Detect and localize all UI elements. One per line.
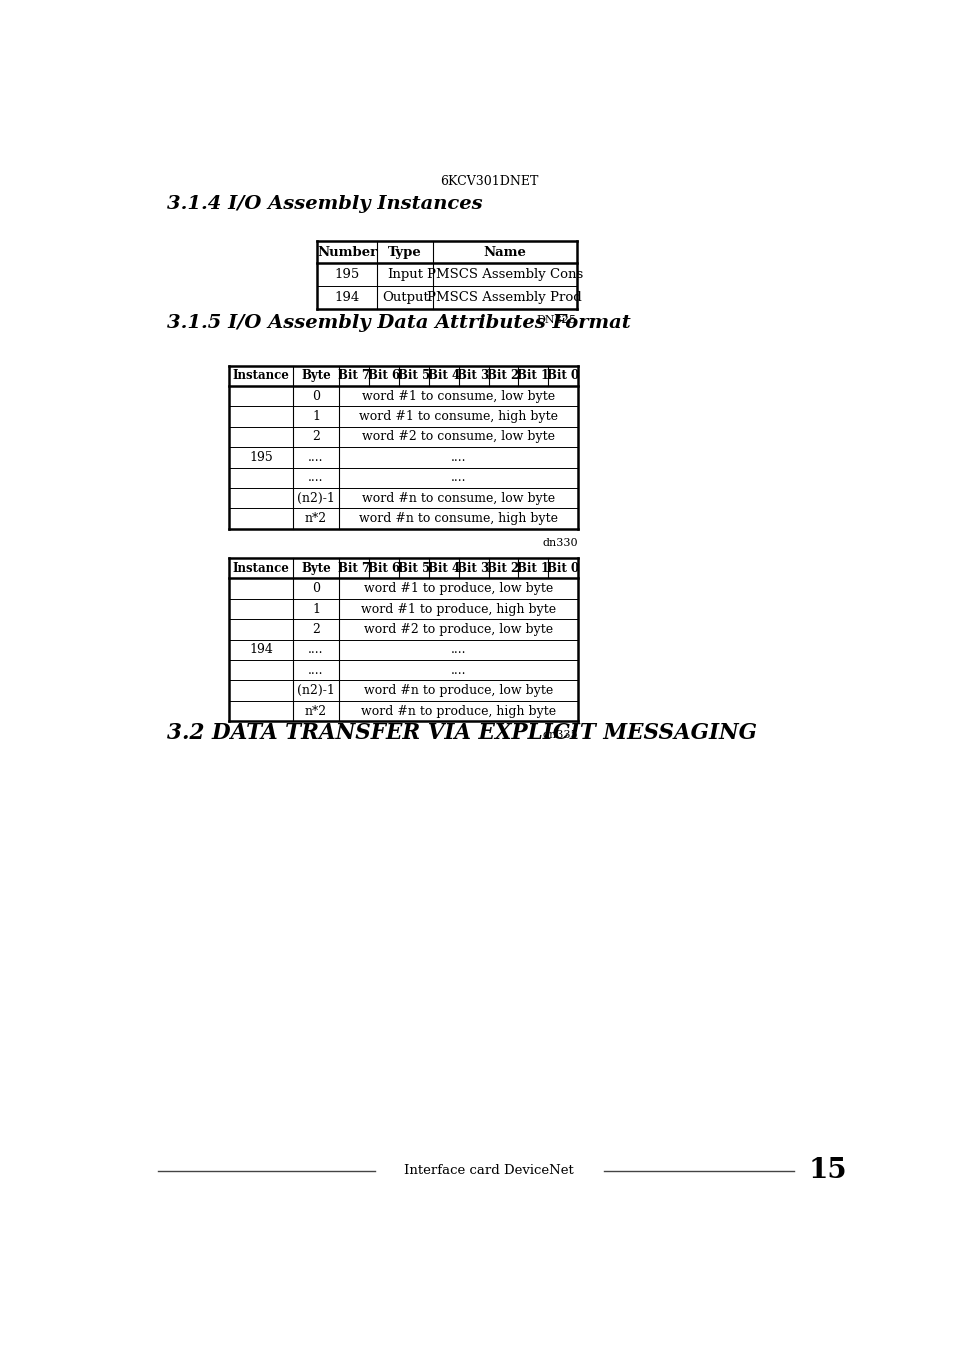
Text: 3.2 DATA TRANSFER VIA EXPLICIT MESSAGING: 3.2 DATA TRANSFER VIA EXPLICIT MESSAGING <box>167 722 757 744</box>
Text: Bit 4: Bit 4 <box>427 369 459 383</box>
Text: Bit 6: Bit 6 <box>368 369 399 383</box>
Text: ....: .... <box>308 664 323 677</box>
Text: ....: .... <box>451 450 466 464</box>
Text: word #n to consume, low byte: word #n to consume, low byte <box>362 492 555 504</box>
Text: Bit 1: Bit 1 <box>517 561 549 575</box>
Text: DN325: DN325 <box>536 315 576 324</box>
Text: word #2 to produce, low byte: word #2 to produce, low byte <box>364 623 553 635</box>
Text: ....: .... <box>451 664 466 677</box>
Text: Bit 5: Bit 5 <box>397 369 430 383</box>
Text: Bit 5: Bit 5 <box>397 561 430 575</box>
Text: Name: Name <box>483 246 526 258</box>
Text: n*2: n*2 <box>305 704 327 718</box>
Text: Bit 7: Bit 7 <box>338 369 370 383</box>
Text: 0: 0 <box>312 389 320 403</box>
Text: Instance: Instance <box>233 561 289 575</box>
Text: 195: 195 <box>249 450 273 464</box>
Text: Instance: Instance <box>233 369 289 383</box>
Text: Byte: Byte <box>301 369 331 383</box>
Text: word #1 to consume, high byte: word #1 to consume, high byte <box>359 410 558 423</box>
Text: Interface card DeviceNet: Interface card DeviceNet <box>404 1164 573 1178</box>
Text: PMSCS Assembly Prod: PMSCS Assembly Prod <box>427 291 581 304</box>
Text: word #2 to consume, low byte: word #2 to consume, low byte <box>362 430 555 443</box>
Text: ....: .... <box>451 472 466 484</box>
Text: Bit 2: Bit 2 <box>487 561 519 575</box>
Text: (n2)-1: (n2)-1 <box>296 492 335 504</box>
Text: 3.1.4 I/O Assembly Instances: 3.1.4 I/O Assembly Instances <box>167 195 482 212</box>
Text: 194: 194 <box>335 291 359 304</box>
Text: 194: 194 <box>249 644 273 656</box>
Text: ....: .... <box>308 644 323 656</box>
Text: 15: 15 <box>808 1157 847 1184</box>
Text: Input: Input <box>387 268 423 281</box>
Text: Bit 4: Bit 4 <box>427 561 459 575</box>
Text: Output: Output <box>381 291 428 304</box>
Text: Bit 6: Bit 6 <box>368 561 399 575</box>
Text: ....: .... <box>308 450 323 464</box>
Text: Bit 7: Bit 7 <box>338 561 370 575</box>
Text: 195: 195 <box>335 268 359 281</box>
Text: 3.1.5 I/O Assembly Data Attributes Format: 3.1.5 I/O Assembly Data Attributes Forma… <box>167 314 630 333</box>
Text: Bit 1: Bit 1 <box>517 369 549 383</box>
Text: 2: 2 <box>312 430 319 443</box>
Text: 2: 2 <box>312 623 319 635</box>
Text: 6KCV301DNET: 6KCV301DNET <box>439 176 537 188</box>
Text: word #n to consume, high byte: word #n to consume, high byte <box>359 512 558 525</box>
Text: word #1 to produce, low byte: word #1 to produce, low byte <box>364 583 553 595</box>
Text: Type: Type <box>388 246 421 258</box>
Text: Byte: Byte <box>301 561 331 575</box>
Text: 1: 1 <box>312 603 320 615</box>
Text: Bit 2: Bit 2 <box>487 369 519 383</box>
Text: Bit 0: Bit 0 <box>546 561 578 575</box>
Text: Bit 3: Bit 3 <box>457 369 489 383</box>
Text: (n2)-1: (n2)-1 <box>296 684 335 698</box>
Text: word #1 to consume, low byte: word #1 to consume, low byte <box>362 389 555 403</box>
Text: word #n to produce, high byte: word #n to produce, high byte <box>361 704 556 718</box>
Text: Bit 0: Bit 0 <box>546 369 578 383</box>
Text: word #1 to produce, high byte: word #1 to produce, high byte <box>361 603 556 615</box>
Text: Bit 3: Bit 3 <box>457 561 489 575</box>
Text: 0: 0 <box>312 583 320 595</box>
Text: ....: .... <box>451 644 466 656</box>
Text: dn330: dn330 <box>542 538 578 548</box>
Text: ....: .... <box>308 472 323 484</box>
Text: Number: Number <box>316 246 376 258</box>
Text: 1: 1 <box>312 410 320 423</box>
Text: PMSCS Assembly Cons: PMSCS Assembly Cons <box>426 268 582 281</box>
Text: dn335: dn335 <box>542 730 578 741</box>
Text: word #n to produce, low byte: word #n to produce, low byte <box>364 684 553 698</box>
Text: n*2: n*2 <box>305 512 327 525</box>
